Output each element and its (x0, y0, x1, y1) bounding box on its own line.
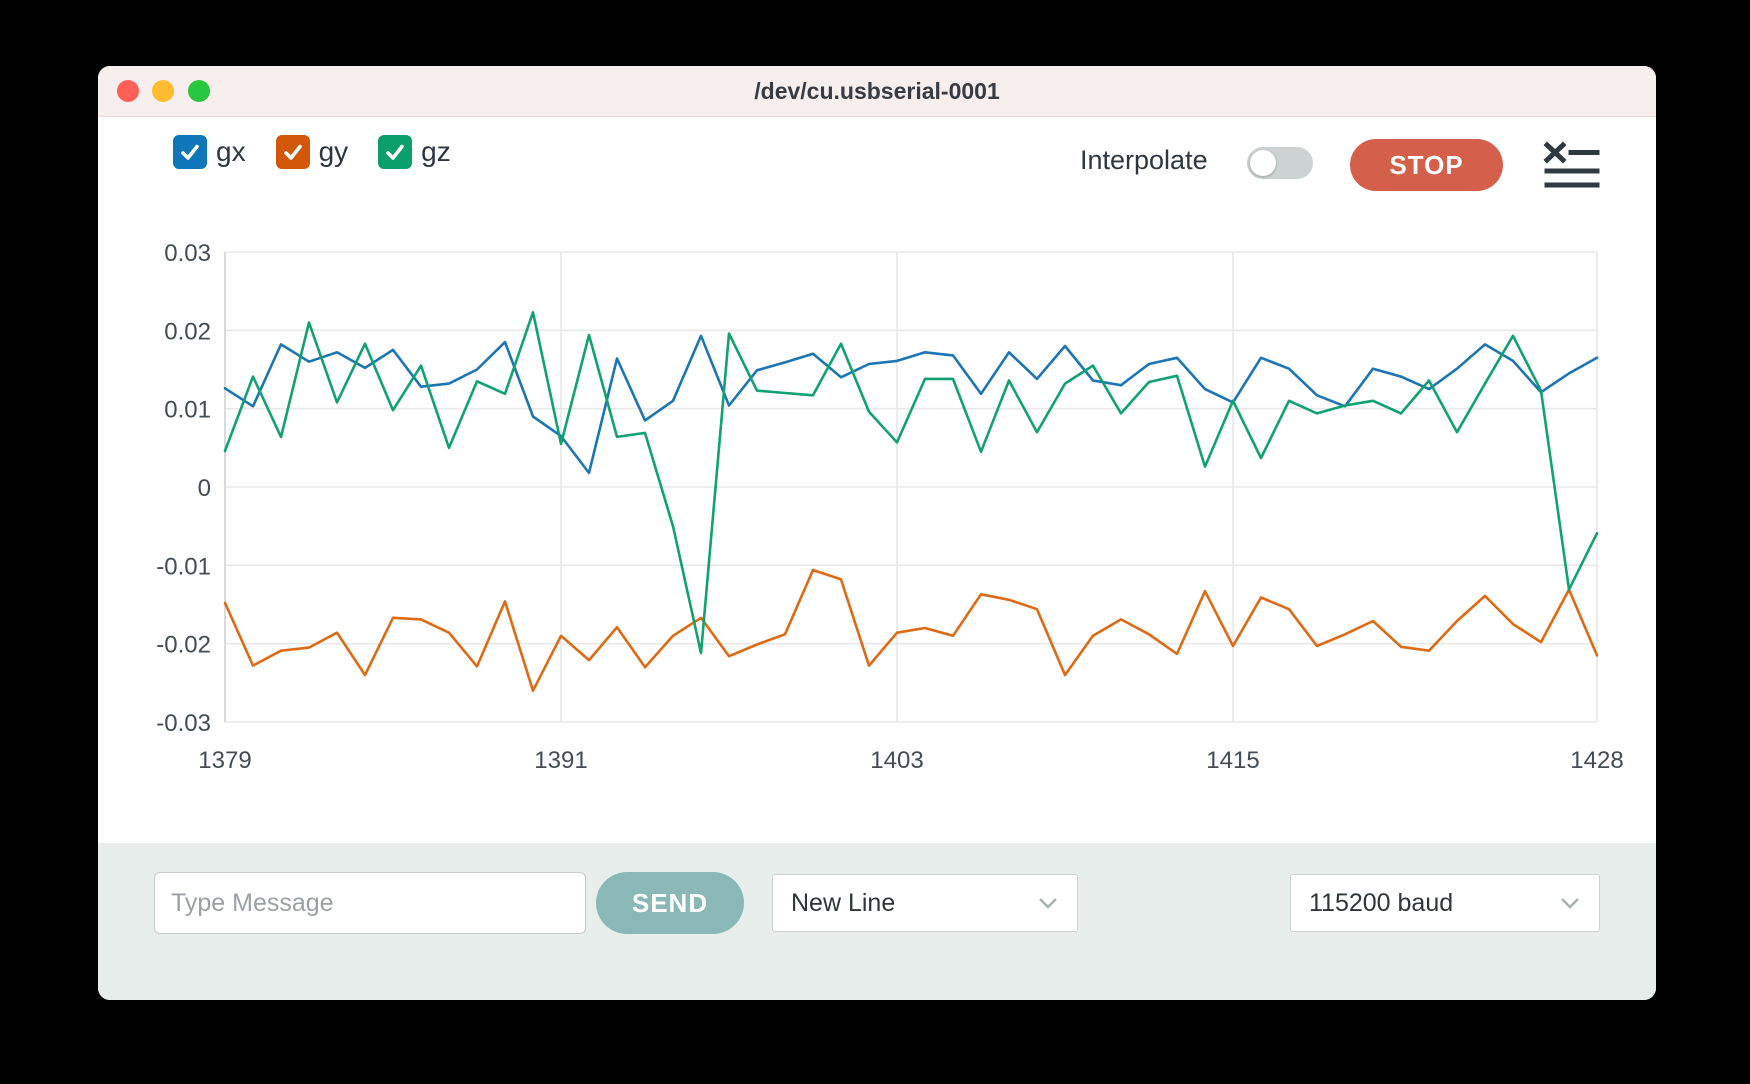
baud-rate-value: 115200 baud (1309, 888, 1454, 917)
x-tick-label: 1415 (1206, 747, 1259, 774)
y-tick-label: -0.01 (156, 553, 211, 580)
line-ending-select[interactable]: New Line (772, 874, 1078, 932)
check-icon (283, 144, 302, 160)
gz-label: gz (421, 136, 451, 167)
line-ending-value: New Line (791, 888, 896, 917)
zoom-window-button[interactable] (188, 80, 210, 102)
send-button[interactable]: SEND (596, 872, 744, 934)
gz-checkbox[interactable] (378, 135, 413, 169)
y-tick-label: 0.03 (164, 240, 211, 267)
stop-button[interactable]: STOP (1350, 139, 1503, 191)
check-icon (386, 144, 404, 160)
baud-rate-select[interactable]: 115200 baud (1290, 874, 1600, 932)
titlebar: /dev/cu.usbserial-0001 (98, 66, 1656, 117)
clear-list-icon (1543, 141, 1600, 188)
legend-item-gy: gy (275, 135, 349, 169)
y-tick-label: -0.03 (156, 710, 211, 737)
legend-item-gz: gz (378, 135, 451, 169)
x-tick-label: 1403 (870, 747, 923, 774)
interpolate-toggle[interactable] (1247, 147, 1313, 179)
gy-checkbox[interactable] (275, 135, 310, 169)
gx-label: gx (216, 136, 246, 167)
close-window-button[interactable] (117, 80, 139, 102)
x-tick-label: 1391 (534, 747, 587, 774)
toggle-knob (1250, 150, 1276, 176)
y-tick-label: 0.02 (164, 318, 211, 345)
x-tick-label: 1379 (198, 747, 251, 774)
y-tick-label: 0.01 (164, 397, 211, 424)
series-line-gy (223, 568, 1599, 693)
y-tick-label: -0.02 (156, 632, 211, 659)
series-line-gz (223, 311, 1599, 655)
gy-label: gy (318, 136, 349, 167)
chevron-down-icon (1561, 898, 1579, 909)
line-chart: 0.03 0.02 0.01 0 -0.01 -0.02 -0.03 1379 1391 1403… (156, 240, 1623, 774)
channel-legend: gx gy gz (173, 130, 451, 174)
minimize-window-button[interactable] (152, 80, 174, 102)
series-line-gx (223, 334, 1599, 475)
window-title: /dev/cu.usbserial-0001 (754, 77, 1000, 104)
serial-plotter-window: /dev/cu.usbserial-0001 gx gy gz (98, 66, 1656, 1000)
clear-list-button[interactable] (1543, 141, 1601, 189)
message-input[interactable] (154, 872, 586, 934)
y-tick-label: 0 (198, 475, 211, 502)
interpolate-label: Interpolate (1080, 145, 1208, 175)
check-icon (181, 144, 199, 160)
x-tick-label: 1428 (1570, 747, 1623, 774)
gx-checkbox[interactable] (173, 135, 207, 169)
legend-item-gx: gx (173, 135, 246, 169)
chevron-down-icon (1039, 898, 1057, 909)
